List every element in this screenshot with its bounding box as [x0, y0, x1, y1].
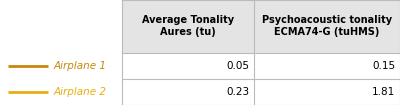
- Bar: [122, 52, 254, 79]
- Bar: [254, 52, 400, 79]
- Text: Airplane 2: Airplane 2: [54, 87, 107, 97]
- Text: 0.05: 0.05: [226, 61, 249, 71]
- Text: Psychoacoustic tonality
ECMA74-G (tuHMS): Psychoacoustic tonality ECMA74-G (tuHMS): [262, 15, 392, 37]
- Bar: [0, 79, 122, 105]
- Bar: [122, 79, 254, 105]
- Text: 0.23: 0.23: [226, 87, 249, 97]
- Bar: [0, 52, 122, 79]
- Text: Average Tonality
Aures (tu): Average Tonality Aures (tu): [142, 15, 234, 37]
- Text: Airplane 1: Airplane 1: [54, 61, 107, 71]
- Bar: [254, 79, 400, 105]
- Bar: [254, 0, 400, 52]
- Bar: [122, 0, 254, 52]
- Text: 1.81: 1.81: [372, 87, 395, 97]
- Text: 0.15: 0.15: [372, 61, 395, 71]
